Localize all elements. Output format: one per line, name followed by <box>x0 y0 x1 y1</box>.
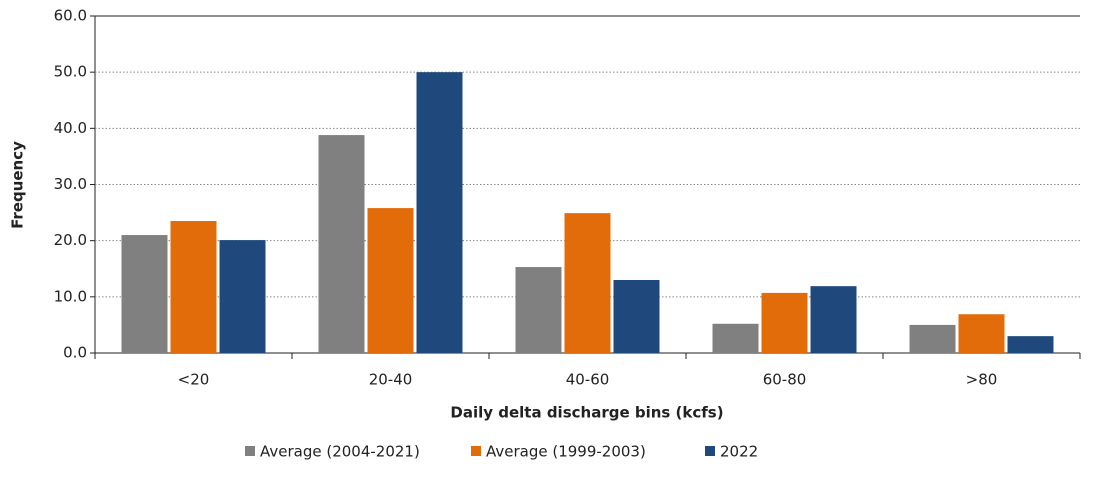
x-tick-label: >80 <box>966 371 998 389</box>
legend-label: Average (1999-2003) <box>486 443 646 461</box>
bar <box>909 324 956 353</box>
bar <box>219 240 266 353</box>
y-tick-label: 20.0 <box>54 231 87 249</box>
bar <box>416 72 463 354</box>
legend-label: 2022 <box>720 443 758 461</box>
bar <box>958 314 1005 353</box>
bar <box>1007 336 1054 353</box>
bar <box>712 323 759 353</box>
x-axis-title: Daily delta discharge bins (kcfs) <box>450 404 723 422</box>
legend-label: Average (2004-2021) <box>260 443 420 461</box>
bar <box>515 267 562 353</box>
x-tick-label: 20-40 <box>369 371 413 389</box>
y-axis-title: Frequency <box>9 141 27 229</box>
legend-swatch <box>471 446 481 456</box>
bar <box>318 135 365 353</box>
bar <box>564 213 611 353</box>
y-tick-label: 30.0 <box>54 175 87 193</box>
legend-swatch <box>245 446 255 456</box>
bar <box>367 208 414 353</box>
x-tick-label: 40-60 <box>566 371 610 389</box>
x-tick-label: 60-80 <box>763 371 807 389</box>
bar <box>170 221 217 353</box>
y-tick-label: 50.0 <box>54 63 87 81</box>
bar <box>761 292 808 353</box>
bar <box>613 279 660 353</box>
bar <box>810 286 857 353</box>
bar <box>121 235 168 353</box>
x-tick-label: <20 <box>178 371 210 389</box>
y-tick-label: 0.0 <box>63 344 87 362</box>
legend-swatch <box>705 446 715 456</box>
y-tick-label: 40.0 <box>54 119 87 137</box>
y-tick-label: 60.0 <box>54 7 87 25</box>
y-tick-label: 10.0 <box>54 287 87 305</box>
